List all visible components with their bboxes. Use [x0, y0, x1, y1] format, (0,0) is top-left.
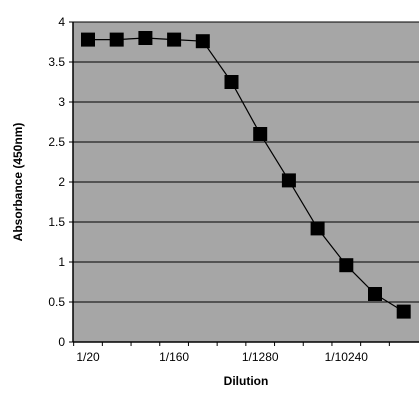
data-point-marker	[195, 34, 210, 49]
y-tick-label: 2	[58, 175, 65, 189]
y-tick-label: 0	[58, 335, 65, 349]
data-point-marker	[368, 287, 382, 301]
x-axis-title: Dilution	[224, 374, 269, 388]
data-point-marker	[310, 221, 325, 236]
data-point-marker	[224, 75, 239, 89]
data-point-marker	[81, 32, 95, 47]
y-tick-label: 1	[58, 255, 65, 269]
data-point-marker	[396, 304, 411, 319]
data-point-marker	[109, 32, 124, 47]
y-tick-label: 3.5	[48, 55, 65, 69]
x-tick-label: 1/1280	[242, 350, 279, 364]
data-markers	[81, 31, 411, 319]
data-point-marker	[281, 173, 296, 188]
x-tick-label: 1/20	[76, 350, 100, 364]
data-point-marker	[138, 31, 153, 45]
gridlines	[73, 21, 419, 303]
y-tick-label: 0.5	[48, 295, 65, 309]
y-tick-label: 4	[58, 15, 65, 29]
y-tick-label: 1.5	[48, 215, 65, 229]
x-axis-ticks: 1/20 1/160 1/1280 1/10240	[73, 342, 390, 364]
data-point-marker	[339, 258, 354, 273]
y-axis-title: Absorbance (450nm)	[11, 123, 25, 242]
data-point-marker	[167, 32, 182, 47]
y-axis-ticks: 0 0.5 1 1.5 2 2.5 3 3.5 4	[48, 15, 73, 349]
x-tick-label: 1/10240	[325, 350, 369, 364]
y-tick-label: 2.5	[48, 135, 65, 149]
data-point-marker	[253, 127, 268, 141]
x-tick-label: 1/160	[159, 350, 189, 364]
y-tick-label: 3	[58, 95, 65, 109]
